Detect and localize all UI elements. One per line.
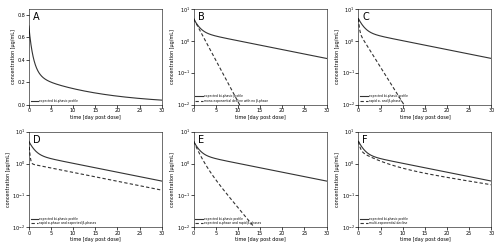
Y-axis label: concentration [µg/mL]: concentration [µg/mL] xyxy=(11,30,16,84)
Y-axis label: concentration [µg/mL]: concentration [µg/mL] xyxy=(335,30,340,84)
Text: B: B xyxy=(198,12,204,22)
Legend: expected bi-phasic profile: expected bi-phasic profile xyxy=(30,98,78,103)
X-axis label: time [day post dose]: time [day post dose] xyxy=(400,237,450,243)
Y-axis label: concentration [µg/mL]: concentration [µg/mL] xyxy=(6,152,10,207)
Y-axis label: concentration [µg/mL]: concentration [µg/mL] xyxy=(335,152,340,207)
Y-axis label: concentration [µg/mL]: concentration [µg/mL] xyxy=(170,30,175,84)
Legend: expected bi-phasic profile, expected α-phase and rapid β-phases: expected bi-phasic profile, expected α-p… xyxy=(195,217,262,226)
X-axis label: time [day post dose]: time [day post dose] xyxy=(234,237,286,243)
X-axis label: time [day post dose]: time [day post dose] xyxy=(70,237,120,243)
Text: F: F xyxy=(362,135,368,145)
Text: C: C xyxy=(362,12,369,22)
Legend: expected bi-phasic profile, rapid α-phase and expected β-phases: expected bi-phasic profile, rapid α-phas… xyxy=(30,217,97,226)
Legend: expected bi-phasic profile, rapid α- and β-phases: expected bi-phasic profile, rapid α- and… xyxy=(360,94,408,103)
Y-axis label: concentration [µg/mL]: concentration [µg/mL] xyxy=(170,152,175,207)
Text: D: D xyxy=(33,135,40,145)
Text: E: E xyxy=(198,135,203,145)
Text: A: A xyxy=(33,12,40,22)
Legend: expected bi-phasic profile, multi-exponential decline: expected bi-phasic profile, multi-expone… xyxy=(360,217,408,226)
X-axis label: time [day post dose]: time [day post dose] xyxy=(400,115,450,120)
X-axis label: time [day post dose]: time [day post dose] xyxy=(234,115,286,120)
Legend: expected bi-phasic profile, mono-exponential decline with no β-phase: expected bi-phasic profile, mono-exponen… xyxy=(195,94,268,103)
X-axis label: time [day post dose]: time [day post dose] xyxy=(70,115,120,120)
